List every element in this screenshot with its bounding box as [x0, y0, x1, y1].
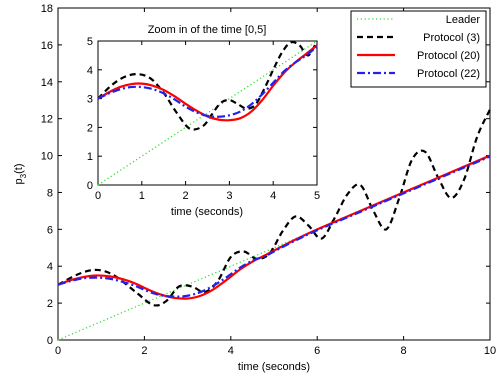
legend-label-leader: Leader: [446, 14, 481, 26]
main-y-tick-label: 0: [47, 335, 53, 347]
main-x-tick-label: 6: [314, 345, 320, 357]
main-y-tick-label: 12: [41, 114, 53, 126]
main-x-tick-label: 4: [228, 345, 234, 357]
main-y-tick-label: 14: [41, 77, 53, 89]
legend-label-protocol-3: Protocol (3): [423, 32, 480, 44]
inset-series-protocol-3: [97, 40, 318, 131]
inset-title: Zoom in of the time [0,5]: [148, 24, 267, 36]
inset-x-tick-label: 4: [270, 190, 276, 202]
main-y-tick-label: 10: [41, 151, 53, 163]
legend-label-protocol-22: Protocol (22): [417, 68, 480, 80]
main-x-tick-label: 0: [55, 345, 61, 357]
inset-x-tick-label: 2: [183, 190, 189, 202]
main-y-tick-label: 2: [47, 298, 53, 310]
inset-x-tick-label: 5: [314, 190, 320, 202]
inset-y-tick-label: 3: [87, 94, 93, 106]
main-series: [57, 108, 491, 341]
main-y-tick-label: 18: [41, 3, 53, 15]
inset-series: [97, 40, 318, 186]
inset-y-tick-label: 4: [87, 65, 93, 77]
main-y-tick-label: 6: [47, 224, 53, 236]
main-y-label: p3(t): [13, 164, 28, 185]
legend: Leader Protocol (3) Protocol (20) Protocol …: [350, 10, 487, 88]
inset-series-protocol-22: [97, 45, 318, 118]
main-series-protocol-20: [57, 154, 491, 300]
inset-x-tick-label: 0: [95, 190, 101, 202]
main-x-label: time (seconds): [238, 361, 310, 373]
legend-label-protocol-20: Protocol (20): [417, 50, 480, 62]
main-series-protocol-22: [57, 155, 491, 298]
main-series-protocol-3: [57, 108, 491, 307]
main-x-tick-label: 2: [141, 345, 147, 357]
legend-items: Leader Protocol (3) Protocol (20) Protocol …: [357, 14, 480, 80]
inset-ticks: 0 1 2 3 4 5 0 1 2 3 4 5: [87, 36, 320, 202]
main-y-tick-label: 16: [41, 40, 53, 52]
main-x-tick-label: 8: [401, 345, 407, 357]
inset-x-label: time (seconds): [171, 206, 243, 218]
legend-box: [350, 10, 487, 88]
inset-y-tick-label: 0: [87, 180, 93, 192]
inset-y-tick-label: 1: [87, 151, 93, 163]
main-x-tick-label: 10: [484, 345, 496, 357]
main-y-tick-label: 8: [47, 187, 53, 199]
inset-y-tick-label: 5: [87, 36, 93, 48]
inset-y-tick-label: 2: [87, 122, 93, 134]
inset-plot-frame: [97, 40, 318, 186]
inset-x-tick-label: 1: [139, 190, 145, 202]
inset-x-tick-label: 3: [226, 190, 232, 202]
main-y-tick-label: 4: [47, 261, 53, 273]
